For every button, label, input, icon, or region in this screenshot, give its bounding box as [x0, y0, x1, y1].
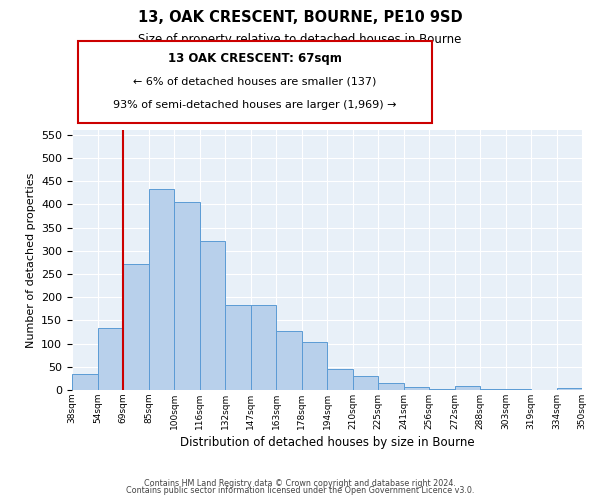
Bar — [225, 304, 251, 390]
Bar — [557, 388, 582, 390]
Bar — [378, 383, 404, 390]
Bar — [276, 330, 302, 390]
Bar — [404, 387, 429, 390]
Bar — [302, 342, 327, 390]
Text: 93% of semi-detached houses are larger (1,969) →: 93% of semi-detached houses are larger (… — [113, 100, 397, 110]
Bar — [199, 240, 225, 390]
Text: Size of property relative to detached houses in Bourne: Size of property relative to detached ho… — [139, 32, 461, 46]
Text: 13 OAK CRESCENT: 67sqm: 13 OAK CRESCENT: 67sqm — [168, 52, 342, 66]
X-axis label: Distribution of detached houses by size in Bourne: Distribution of detached houses by size … — [179, 436, 475, 449]
Text: 13, OAK CRESCENT, BOURNE, PE10 9SD: 13, OAK CRESCENT, BOURNE, PE10 9SD — [137, 10, 463, 25]
Text: Contains HM Land Registry data © Crown copyright and database right 2024.: Contains HM Land Registry data © Crown c… — [144, 478, 456, 488]
Bar — [327, 368, 353, 390]
Y-axis label: Number of detached properties: Number of detached properties — [26, 172, 35, 348]
Bar — [149, 189, 174, 390]
Text: Contains public sector information licensed under the Open Government Licence v3: Contains public sector information licen… — [126, 486, 474, 495]
Bar — [174, 202, 199, 390]
Bar — [455, 386, 480, 390]
Bar — [353, 376, 378, 390]
Text: ← 6% of detached houses are smaller (137): ← 6% of detached houses are smaller (137… — [133, 76, 377, 87]
Bar — [97, 328, 123, 390]
Bar — [251, 305, 276, 390]
Bar — [429, 389, 455, 390]
Bar — [72, 374, 97, 390]
Bar — [123, 264, 149, 390]
Bar — [480, 389, 505, 390]
Bar — [505, 389, 531, 390]
